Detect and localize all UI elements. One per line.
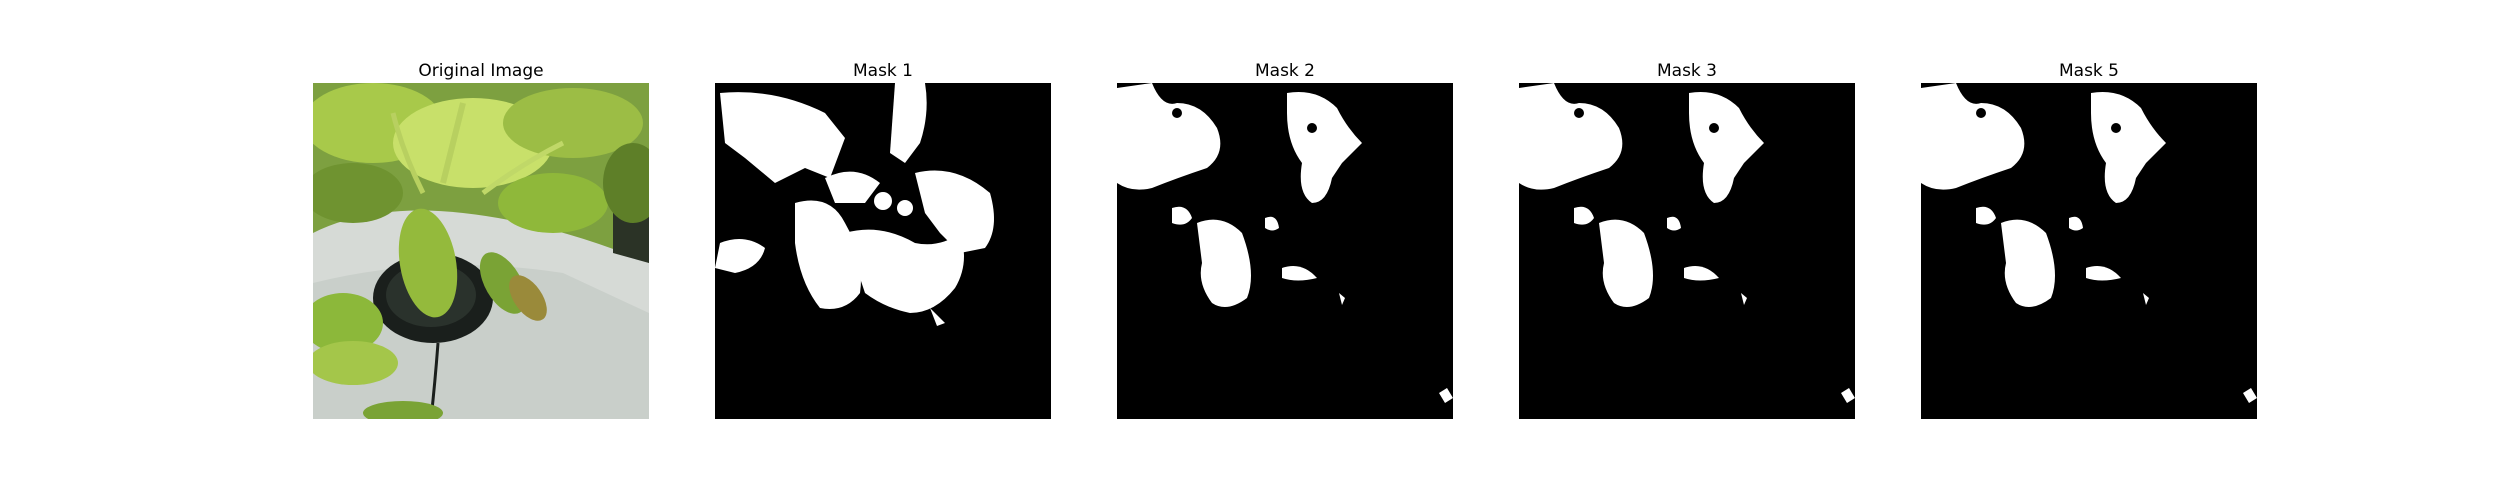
original-photo [313, 83, 649, 419]
panel-mask-1: Mask 1 [715, 60, 1051, 419]
panel-title: Mask 1 [852, 61, 913, 81]
panel-original-image: Original Image [313, 60, 649, 419]
panel-title: Mask 3 [1656, 61, 1717, 81]
panel-title: Mask 5 [2058, 61, 2119, 81]
mask-image [1519, 83, 1855, 419]
mask-image [1117, 83, 1453, 419]
panel-mask-2: Mask 2 [1117, 60, 1453, 419]
mask-image [1921, 83, 2257, 419]
panel-mask-5: Mask 5 [1921, 60, 2257, 419]
panel-mask-3: Mask 3 [1519, 60, 1855, 419]
panel-title: Original Image [418, 61, 544, 81]
panel-title: Mask 2 [1254, 61, 1315, 81]
mask-image [715, 83, 1051, 419]
